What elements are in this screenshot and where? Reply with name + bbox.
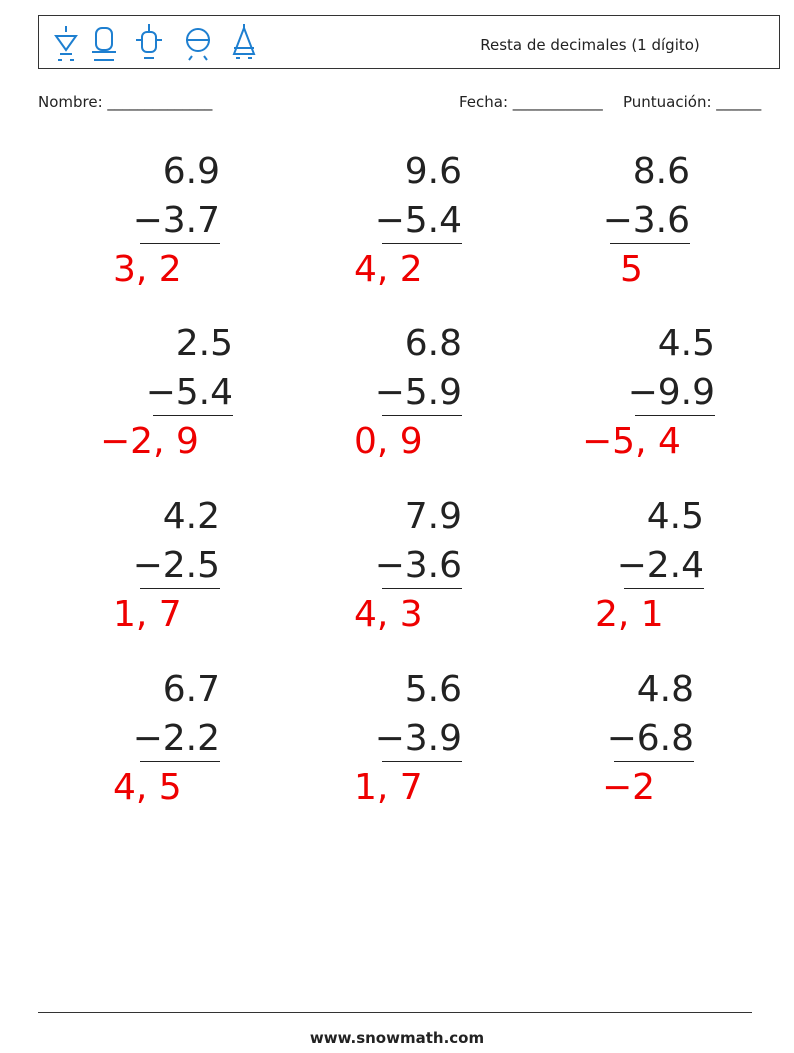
answer-line — [382, 588, 462, 589]
answer-line — [382, 415, 462, 416]
minuend: 6.8 — [404, 323, 462, 364]
title: Resta de decimales (1 dígito) — [480, 36, 700, 54]
answer: 2, 1 — [595, 594, 664, 635]
answer-line — [140, 588, 220, 589]
subtrahend: −5.4 — [145, 372, 233, 413]
subtrahend: −3.7 — [132, 200, 220, 241]
footer-rule — [38, 1012, 752, 1013]
name-field: Nombre: ______________ — [38, 93, 213, 111]
answer: 4, 2 — [354, 249, 423, 290]
subtrahend: −5.4 — [374, 200, 462, 241]
answer: −2, 9 — [100, 421, 199, 462]
answer-line — [614, 761, 694, 762]
answer-line — [610, 243, 690, 244]
answer: 4, 3 — [354, 594, 423, 635]
subtrahend: −2.5 — [132, 545, 220, 586]
minuend: 4.2 — [162, 496, 220, 537]
subtrahend: −6.8 — [606, 718, 694, 759]
subtrahend: −9.9 — [627, 372, 715, 413]
minuend: 6.9 — [162, 151, 220, 192]
date-field: Fecha: ____________ — [459, 93, 603, 111]
minuend: 6.7 — [162, 669, 220, 710]
minuend: 4.5 — [657, 323, 715, 364]
subtrahend: −3.9 — [374, 718, 462, 759]
subtrahend: −2.2 — [132, 718, 220, 759]
answer: −5, 4 — [582, 421, 681, 462]
minuend: 8.6 — [632, 151, 690, 192]
answer: 1, 7 — [113, 594, 182, 635]
answer: 1, 7 — [354, 767, 423, 808]
subtrahend: −5.9 — [374, 372, 462, 413]
answer: 3, 2 — [113, 249, 182, 290]
answer: 5 — [620, 249, 643, 290]
answer-line — [624, 588, 704, 589]
minuend: 9.6 — [404, 151, 462, 192]
minuend: 5.6 — [404, 669, 462, 710]
minuend: 4.8 — [636, 669, 694, 710]
minuend: 7.9 — [404, 496, 462, 537]
answer: −2 — [602, 767, 656, 808]
subtrahend: −2.4 — [616, 545, 704, 586]
minuend: 2.5 — [175, 323, 233, 364]
answer-line — [635, 415, 715, 416]
minuend: 4.5 — [646, 496, 704, 537]
answer-line — [382, 243, 462, 244]
robot-icons — [54, 24, 256, 61]
answer-line — [140, 761, 220, 762]
answer-line — [382, 761, 462, 762]
footer-url: www.snowmath.com — [309, 1029, 485, 1047]
answer-line — [140, 243, 220, 244]
answer: 4, 5 — [113, 767, 182, 808]
subtrahend: −3.6 — [374, 545, 462, 586]
answer-line — [153, 415, 233, 416]
answer: 0, 9 — [354, 421, 423, 462]
score-field: Puntuación: ______ — [623, 93, 762, 111]
header-box — [38, 15, 780, 69]
subtrahend: −3.6 — [602, 200, 690, 241]
